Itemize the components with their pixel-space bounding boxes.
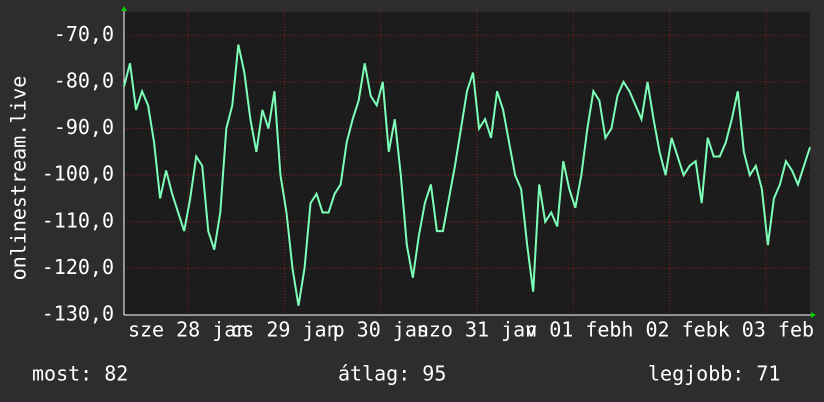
y-tick-label: -70,0: [54, 22, 114, 46]
legend-item: legjobb: 71: [648, 362, 780, 386]
line: [123, 44, 811, 306]
x-tick-label: cs 29 jan: [230, 318, 338, 342]
y-tick-label: -80,0: [54, 68, 114, 92]
x-tick-label: szo 31 jan: [417, 318, 537, 342]
x-tick-label: sze 28 jan: [128, 318, 248, 342]
y-axis-label: onlinestream.live: [7, 76, 31, 281]
y-axis-arrow: [121, 6, 127, 11]
y-tick-label: -90,0: [54, 115, 114, 139]
x-tick-label: v 01 feb: [525, 318, 621, 342]
y-tick-label: -120,0: [42, 255, 114, 279]
y-tick-label: -130,0: [42, 302, 114, 326]
x-tick-label: h 02 feb: [621, 318, 717, 342]
legend-item: átlag: 95: [338, 362, 446, 386]
y-tick-label: -110,0: [42, 208, 114, 232]
x-axis-arrow: [811, 312, 816, 318]
x-tick-label: p 30 jan: [333, 318, 429, 342]
x-tick-label: k 03 feb: [718, 318, 814, 342]
plot-area: [124, 12, 810, 315]
y-tick-label: -100,0: [42, 162, 114, 186]
legend-item: most: 82: [32, 362, 128, 386]
